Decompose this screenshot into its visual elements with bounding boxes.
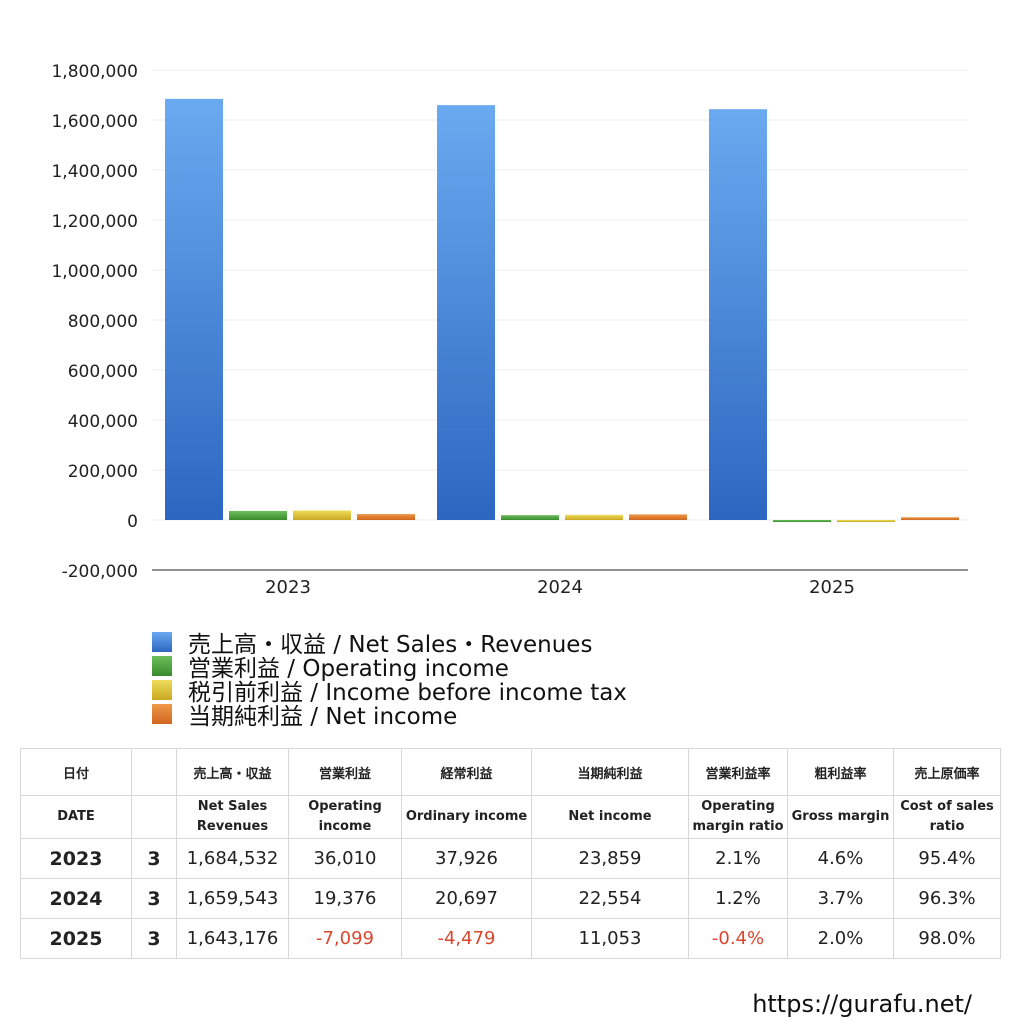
bar-2025-series-1: [773, 520, 831, 522]
financial-table: 日付 売上高・収益 営業利益 経常利益 当期純利益 営業利益率 粗利益率 売上原…: [20, 748, 1001, 959]
y-tick-label: 0: [127, 512, 138, 532]
legend-label-pretax: 税引前利益 / Income before income tax: [188, 680, 627, 706]
y-tick-label: 1,800,000: [51, 62, 138, 82]
th-month-jp: [131, 748, 177, 796]
x-tick-label: 2023: [265, 577, 311, 598]
y-tick-label: 1,200,000: [51, 212, 138, 232]
cell-ordinary: 20,697: [401, 878, 532, 919]
bar-2024-series-1: [501, 515, 559, 520]
cell-net: 22,554: [531, 878, 689, 919]
cell-sales: 1,659,543: [176, 878, 289, 919]
bar-2024-series-3: [629, 514, 687, 520]
cell-cost: 98.0%: [893, 918, 1001, 959]
th-month-en: [131, 795, 177, 839]
legend-label-sales: 売上高・収益 / Net Sales・Revenues: [188, 632, 593, 658]
cell-cost: 95.4%: [893, 838, 1001, 879]
bar-2025-series-3: [901, 517, 959, 520]
bar-2023-series-0: [165, 98, 223, 520]
cell-month: 3: [131, 918, 177, 959]
bar-chart: -200,000 0 200,000 400,000 600,000 800,000 1,0…: [51, 62, 968, 598]
cell-ordinary: 37,926: [401, 838, 532, 879]
bar-2023-series-2: [293, 510, 351, 520]
th-op-margin-jp: 営業利益率: [688, 748, 788, 796]
x-tick-label: 2024: [537, 577, 583, 598]
table-row: 2024 3 1,659,543 19,376 20,697 22,554 1.…: [20, 878, 1001, 919]
cell-month: 3: [131, 838, 177, 879]
legend-swatch-pretax: [152, 680, 172, 700]
legend-swatch-net: [152, 704, 172, 724]
cell-year: 2024: [20, 878, 132, 919]
th-sales-en: Net Sales Revenues: [176, 795, 289, 839]
cell-gross: 3.7%: [787, 878, 894, 919]
legend-item-net: 当期純利益 / Net income: [152, 702, 627, 730]
x-axis-ticks: 2023 2024 2025: [265, 577, 855, 598]
y-tick-label: 1,400,000: [51, 162, 138, 182]
x-tick-label: 2025: [809, 577, 855, 598]
cell-op-margin: -0.4%: [688, 918, 788, 959]
th-op-margin-en: Operating margin ratio: [688, 795, 788, 839]
y-axis-ticks: -200,000 0 200,000 400,000 600,000 800,000 1,0…: [51, 62, 138, 582]
legend-item-pretax: 税引前利益 / Income before income tax: [152, 678, 627, 706]
th-cost-en: Cost of sales ratio: [893, 795, 1001, 839]
chart-legend: 売上高・収益 / Net Sales・Revenues 営業利益 / Opera…: [152, 630, 627, 730]
table-header-en: DATE Net Sales Revenues Operating income…: [20, 795, 1001, 839]
th-sales-jp: 売上高・収益: [176, 748, 289, 796]
bar-2023-series-1: [229, 510, 287, 520]
cell-net: 11,053: [531, 918, 689, 959]
y-tick-label: -200,000: [62, 562, 138, 582]
cell-net: 23,859: [531, 838, 689, 879]
cell-operating: 19,376: [288, 878, 402, 919]
cell-operating: -7,099: [288, 918, 402, 959]
th-date-jp: 日付: [20, 748, 132, 796]
y-tick-label: 400,000: [68, 412, 138, 432]
legend-label-net: 当期純利益 / Net income: [188, 704, 458, 730]
chart-grid: [152, 69, 968, 571]
table-row: 2025 3 1,643,176 -7,099 -4,479 11,053 -0…: [20, 918, 1001, 959]
legend-item-sales: 売上高・収益 / Net Sales・Revenues: [152, 630, 627, 658]
table-header-jp: 日付 売上高・収益 営業利益 経常利益 当期純利益 営業利益率 粗利益率 売上原…: [20, 748, 1001, 796]
cell-op-margin: 1.2%: [688, 878, 788, 919]
cell-ordinary: -4,479: [401, 918, 532, 959]
th-ordinary-en: Ordinary income: [401, 795, 532, 839]
bar-2025-series-0: [709, 109, 767, 521]
legend-swatch-operating: [152, 656, 172, 676]
legend-swatch-sales: [152, 632, 172, 652]
cell-cost: 96.3%: [893, 878, 1001, 919]
y-tick-label: 800,000: [68, 312, 138, 332]
footer-url[interactable]: https://gurafu.net/: [752, 990, 972, 1018]
legend-item-operating: 営業利益 / Operating income: [152, 654, 627, 682]
th-operating-jp: 営業利益: [288, 748, 402, 796]
cell-operating: 36,010: [288, 838, 402, 879]
th-date-en: DATE: [20, 795, 132, 839]
legend-label-operating: 営業利益 / Operating income: [188, 656, 509, 682]
bar-2024-series-2: [565, 514, 623, 520]
th-gross-jp: 粗利益率: [787, 748, 894, 796]
cell-sales: 1,684,532: [176, 838, 289, 879]
cell-sales: 1,643,176: [176, 918, 289, 959]
th-gross-en: Gross margin: [787, 795, 894, 839]
th-cost-jp: 売上原価率: [893, 748, 1001, 796]
th-net-en: Net income: [531, 795, 689, 839]
bar-2023-series-3: [357, 514, 415, 520]
y-tick-label: 600,000: [68, 362, 138, 382]
th-operating-en: Operating income: [288, 795, 402, 839]
y-tick-label: 1,600,000: [51, 112, 138, 132]
bar-2025-series-2: [837, 520, 895, 522]
y-tick-label: 1,000,000: [51, 262, 138, 282]
th-ordinary-jp: 経常利益: [401, 748, 532, 796]
cell-month: 3: [131, 878, 177, 919]
cell-gross: 4.6%: [787, 838, 894, 879]
bar-2024-series-0: [437, 105, 495, 520]
chart-bars: [165, 98, 959, 522]
th-net-jp: 当期純利益: [531, 748, 689, 796]
cell-year: 2023: [20, 838, 132, 879]
cell-gross: 2.0%: [787, 918, 894, 959]
table-row: 2023 3 1,684,532 36,010 37,926 23,859 2.…: [20, 838, 1001, 879]
cell-op-margin: 2.1%: [688, 838, 788, 879]
y-tick-label: 200,000: [68, 462, 138, 482]
cell-year: 2025: [20, 918, 132, 959]
